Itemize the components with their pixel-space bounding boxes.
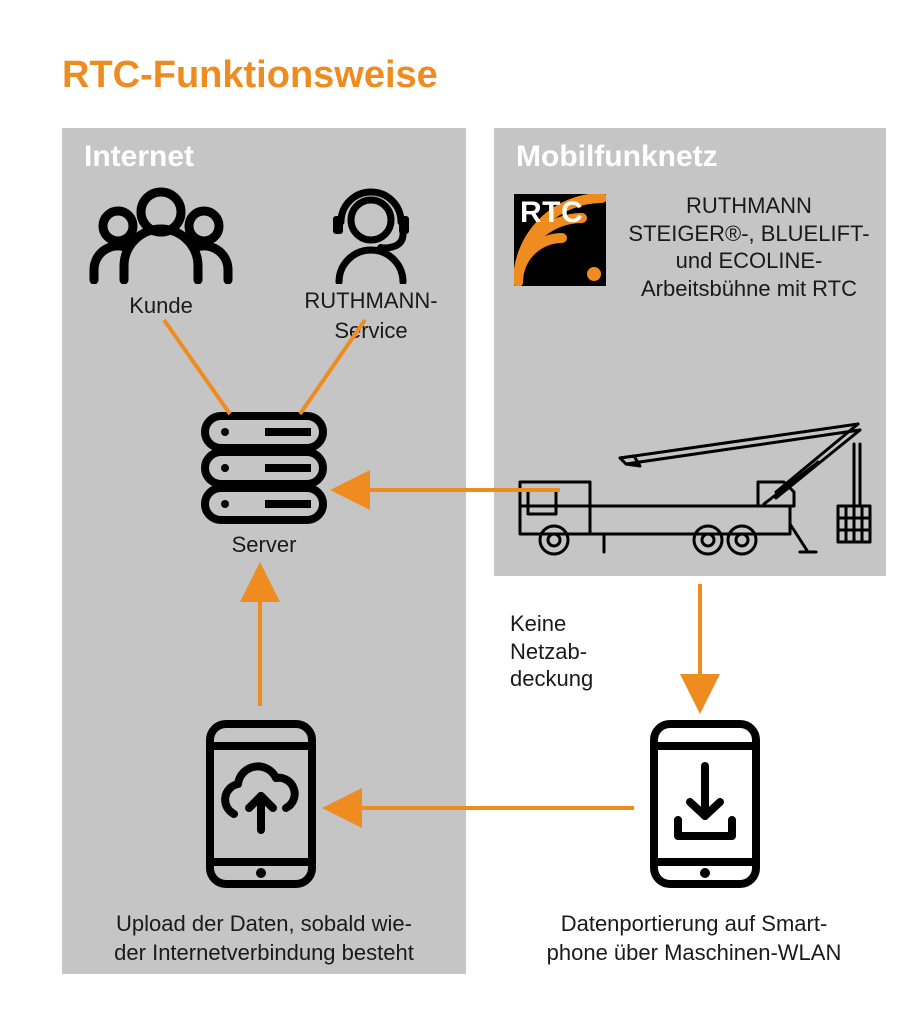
edge-server-ruthmann [300,320,365,414]
diagram-arrows [0,0,924,1022]
edge-server-kunde [164,320,230,414]
